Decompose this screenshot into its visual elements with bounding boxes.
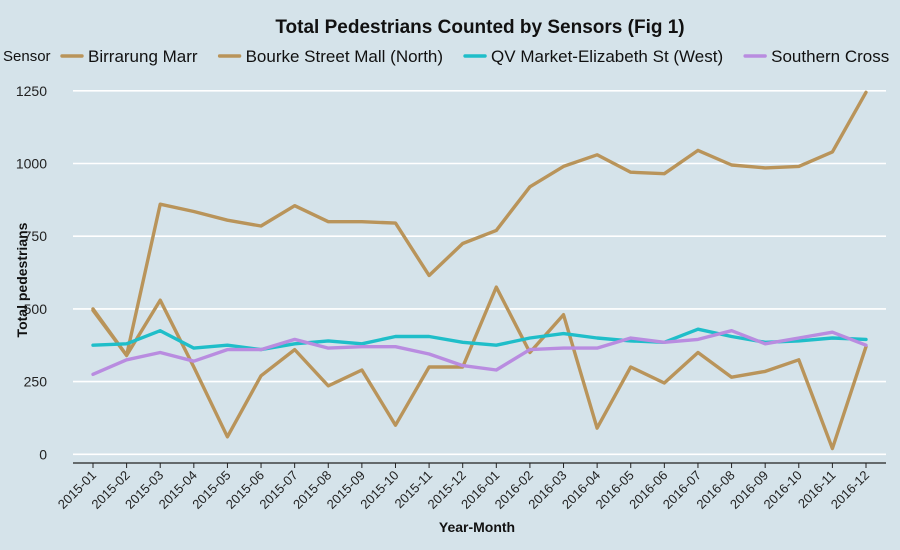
x-axis: 2015-012015-022015-032015-042015-052015-…	[55, 462, 886, 512]
y-axis: 0 250 500 750 1000 1250	[16, 83, 47, 462]
y-tick-label: 1250	[16, 83, 47, 99]
legend-label: Bourke Street Mall (North)	[246, 47, 443, 66]
legend: Sensor Birrarung Marr Bourke Street Mall …	[3, 47, 889, 66]
series-line-4	[91, 329, 868, 376]
y-tick-label: 0	[39, 446, 47, 462]
series-line-2	[91, 90, 868, 358]
series-line-1	[91, 285, 868, 451]
legend-label: QV Market-Elizabeth St (West)	[491, 47, 723, 66]
legend-label: Southern Cross	[771, 47, 889, 66]
y-tick-label: 500	[24, 301, 48, 317]
legend-title: Sensor	[3, 48, 51, 65]
y-tick-label: 250	[24, 374, 48, 390]
series-line-3	[91, 327, 868, 352]
chart-title: Total Pedestrians Counted by Sensors (Fi…	[275, 17, 684, 38]
x-axis-label: Year-Month	[439, 519, 515, 535]
series-lines	[91, 90, 868, 451]
gridlines	[73, 90, 886, 456]
legend-label: Birrarung Marr	[88, 47, 198, 66]
y-tick-label: 1000	[16, 156, 47, 172]
y-tick-label: 750	[24, 228, 48, 244]
y-axis-label: Total pedestrians	[14, 222, 30, 337]
